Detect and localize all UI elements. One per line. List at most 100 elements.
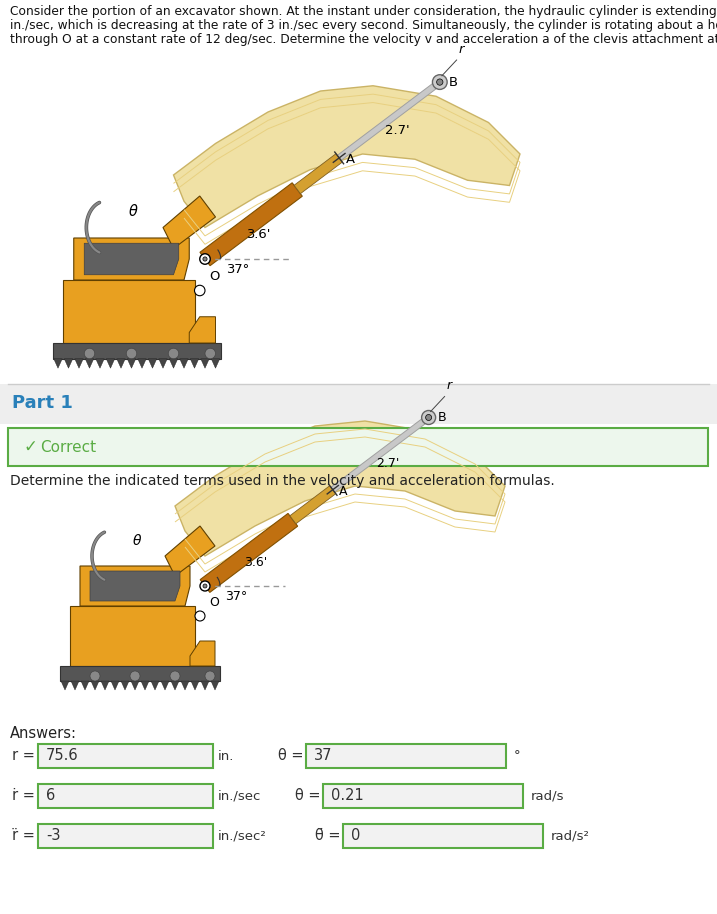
Circle shape [195,611,205,621]
Text: 2.7': 2.7' [376,457,399,470]
Polygon shape [63,280,194,343]
Text: A: A [346,154,354,166]
Polygon shape [91,681,99,690]
Polygon shape [163,196,216,249]
Circle shape [126,348,137,359]
Polygon shape [80,566,190,606]
Text: 3.6': 3.6' [244,556,267,569]
Polygon shape [54,359,62,368]
Polygon shape [70,606,195,666]
Polygon shape [106,359,115,368]
Text: ✓: ✓ [24,438,38,456]
Polygon shape [111,681,119,690]
Circle shape [170,671,180,681]
Polygon shape [191,681,199,690]
Polygon shape [189,317,216,343]
Polygon shape [290,485,336,524]
Circle shape [130,671,140,681]
Text: r: r [459,43,464,56]
Text: θ̇ =: θ̇ = [295,789,320,803]
Text: 37°: 37° [226,263,250,276]
FancyBboxPatch shape [38,824,213,848]
Text: °: ° [514,749,521,762]
Polygon shape [131,681,139,690]
Text: rad/s: rad/s [531,790,564,802]
Polygon shape [181,681,189,690]
Text: 0: 0 [351,828,361,844]
Text: θ =: θ = [278,749,303,763]
Polygon shape [203,80,442,261]
Text: -3: -3 [46,828,60,844]
Polygon shape [211,681,219,690]
Polygon shape [71,681,79,690]
Circle shape [168,348,179,359]
Polygon shape [200,183,303,266]
Polygon shape [141,681,149,690]
Text: 6: 6 [46,789,55,803]
Polygon shape [138,359,146,368]
Polygon shape [85,243,179,275]
Polygon shape [81,681,89,690]
Text: 37: 37 [314,749,333,763]
Text: θ: θ [129,204,138,219]
Text: 3.6': 3.6' [247,228,271,240]
Polygon shape [101,681,109,690]
Text: Part 1: Part 1 [12,394,73,412]
Polygon shape [161,681,169,690]
FancyBboxPatch shape [306,744,506,768]
FancyBboxPatch shape [343,824,543,848]
Polygon shape [190,359,199,368]
FancyBboxPatch shape [38,784,213,808]
Circle shape [85,348,95,359]
Text: 0.21: 0.21 [331,789,364,803]
Polygon shape [61,681,69,690]
Text: rad/s²: rad/s² [551,830,590,843]
Text: in./sec: in./sec [218,790,262,802]
Polygon shape [151,681,159,690]
Text: Correct: Correct [40,440,96,454]
Text: B: B [437,411,446,424]
Polygon shape [201,359,209,368]
Polygon shape [174,86,520,228]
Polygon shape [165,526,215,576]
Circle shape [426,414,432,420]
Text: Consider the portion of an excavator shown. At the instant under consideration, : Consider the portion of an excavator sho… [10,5,717,18]
Polygon shape [200,514,298,592]
Polygon shape [201,681,209,690]
Polygon shape [203,415,430,589]
Text: O: O [209,596,219,609]
Polygon shape [148,359,157,368]
Text: in./sec²: in./sec² [218,830,267,843]
Polygon shape [65,359,72,368]
Polygon shape [117,359,125,368]
Text: in.: in. [218,749,234,762]
FancyBboxPatch shape [38,744,213,768]
Text: 75.6: 75.6 [46,749,79,763]
FancyBboxPatch shape [0,384,717,424]
Text: θ̈ =: θ̈ = [315,828,341,844]
Polygon shape [74,238,189,280]
Polygon shape [171,681,179,690]
Circle shape [203,257,207,261]
Circle shape [200,254,210,264]
Circle shape [90,671,100,681]
Polygon shape [169,359,178,368]
Polygon shape [53,343,221,359]
Polygon shape [175,421,505,556]
FancyBboxPatch shape [323,784,523,808]
Circle shape [205,348,216,359]
Text: r =: r = [12,749,35,763]
Circle shape [200,581,210,591]
Circle shape [422,410,436,424]
Polygon shape [75,359,83,368]
Polygon shape [85,359,94,368]
Polygon shape [60,666,220,681]
Circle shape [205,671,215,681]
Text: B: B [450,76,458,89]
Text: r̈ =: r̈ = [12,828,35,844]
Polygon shape [190,641,215,666]
Polygon shape [96,359,104,368]
Text: θ: θ [133,534,141,548]
Circle shape [194,285,205,296]
Text: r: r [447,379,452,392]
